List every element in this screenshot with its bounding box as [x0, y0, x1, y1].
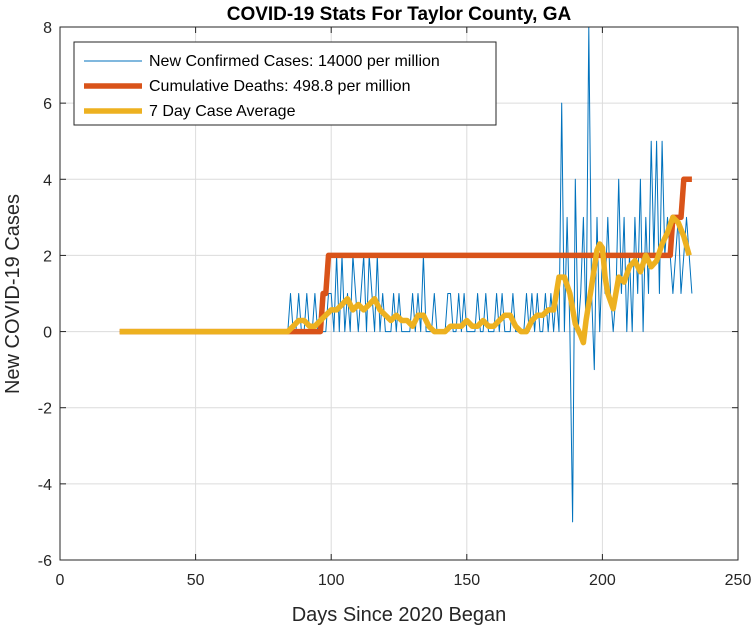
y-tick-label: 6 — [43, 96, 52, 113]
x-tick-label: 0 — [56, 572, 65, 589]
series-7-day-average — [119, 214, 692, 346]
x-tick-label: 250 — [725, 572, 752, 589]
y-tick-label: -2 — [38, 401, 52, 418]
x-tick-label: 150 — [453, 572, 480, 589]
x-tick-label: 200 — [589, 572, 616, 589]
series-layer — [119, 26, 693, 523]
y-tick-label: 0 — [43, 325, 52, 342]
y-axis-label: New COVID-19 Cases — [2, 194, 24, 394]
y-tick-label: -4 — [38, 477, 52, 494]
legend-label-new-cases: New Confirmed Cases: 14000 per million — [149, 53, 440, 70]
y-tick-label: 8 — [43, 20, 52, 37]
x-tick-label: 100 — [318, 572, 345, 589]
y-tick-label: -6 — [38, 553, 52, 570]
chart-title: COVID-19 Stats For Taylor County, GA — [227, 4, 572, 25]
legend-label-average: 7 Day Case Average — [149, 103, 296, 120]
series-cumulative-deaths — [119, 176, 692, 335]
x-tick-label: 50 — [187, 572, 205, 589]
legend: New Confirmed Cases: 14000 per million C… — [73, 41, 497, 126]
y-tick-label: 2 — [43, 248, 52, 265]
y-tick-label: 4 — [43, 172, 52, 189]
plot-frame — [59, 26, 739, 561]
legend-box — [73, 41, 497, 126]
legend-label-deaths: Cumulative Deaths: 498.8 per million — [149, 78, 410, 95]
tick-layer: 0 50 100 150 200 250 -6 -4 -2 0 2 4 6 8 — [38, 20, 752, 589]
x-axis-label: Days Since 2020 Began — [292, 604, 507, 626]
